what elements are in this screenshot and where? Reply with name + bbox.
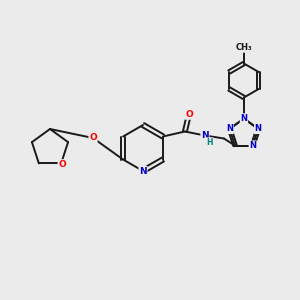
- Text: O: O: [58, 160, 66, 169]
- Text: N: N: [226, 124, 233, 134]
- Text: H: H: [207, 138, 213, 147]
- Text: N: N: [255, 124, 262, 134]
- Text: N: N: [139, 167, 147, 176]
- Text: O: O: [89, 134, 97, 142]
- Text: CH₃: CH₃: [236, 43, 252, 52]
- Text: N: N: [249, 141, 256, 150]
- Text: N: N: [201, 131, 209, 140]
- Text: N: N: [240, 114, 247, 123]
- Text: O: O: [185, 110, 193, 119]
